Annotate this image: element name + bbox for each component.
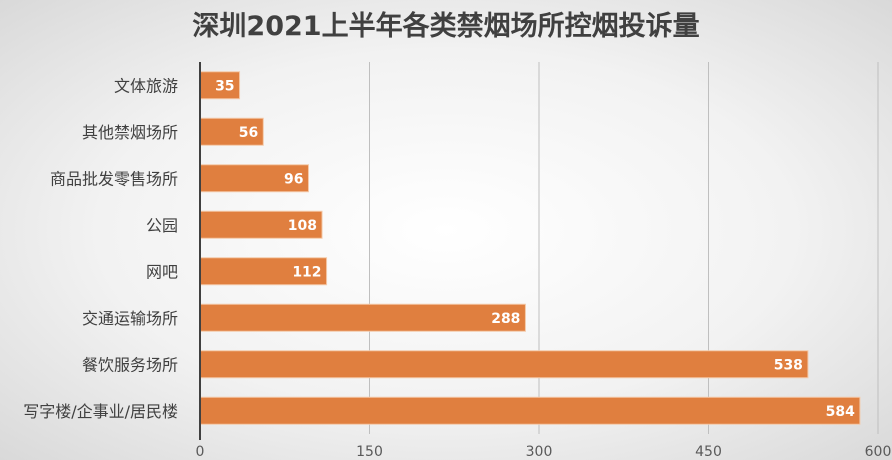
data-label-2: 96 — [284, 171, 303, 187]
data-label-7: 584 — [826, 404, 855, 420]
x-tick-label-600: 600 — [865, 444, 892, 460]
bar-2 — [199, 164, 309, 193]
x-tick-label-300: 300 — [526, 444, 553, 460]
category-label-0: 文体旅游 — [114, 76, 178, 95]
chart-title: 深圳2021上半年各类禁烟场所控烟投诉量 — [192, 11, 700, 42]
data-label-4: 112 — [292, 264, 321, 280]
data-label-5: 288 — [491, 311, 520, 327]
bar-7 — [199, 396, 861, 425]
category-label-5: 交通运输场所 — [82, 309, 178, 328]
bar-5 — [199, 303, 526, 332]
x-tick-label-150: 150 — [356, 444, 383, 460]
category-label-4: 网吧 — [146, 262, 178, 281]
data-label-0: 35 — [215, 78, 234, 94]
category-label-3: 公园 — [146, 216, 178, 235]
x-tick-label-450: 450 — [695, 444, 722, 460]
data-label-3: 108 — [288, 218, 317, 234]
data-label-1: 56 — [239, 125, 258, 141]
data-label-6: 538 — [774, 357, 803, 373]
category-label-1: 其他禁烟场所 — [82, 123, 178, 142]
bar-1 — [199, 117, 264, 146]
x-tick-label-0: 0 — [196, 444, 205, 460]
bar-6 — [199, 350, 809, 379]
bar-4 — [199, 257, 328, 286]
category-label-7: 写字楼/企事业/居民楼 — [23, 402, 178, 421]
category-label-6: 餐饮服务场所 — [82, 355, 178, 374]
category-label-2: 商品批发零售场所 — [50, 169, 178, 188]
